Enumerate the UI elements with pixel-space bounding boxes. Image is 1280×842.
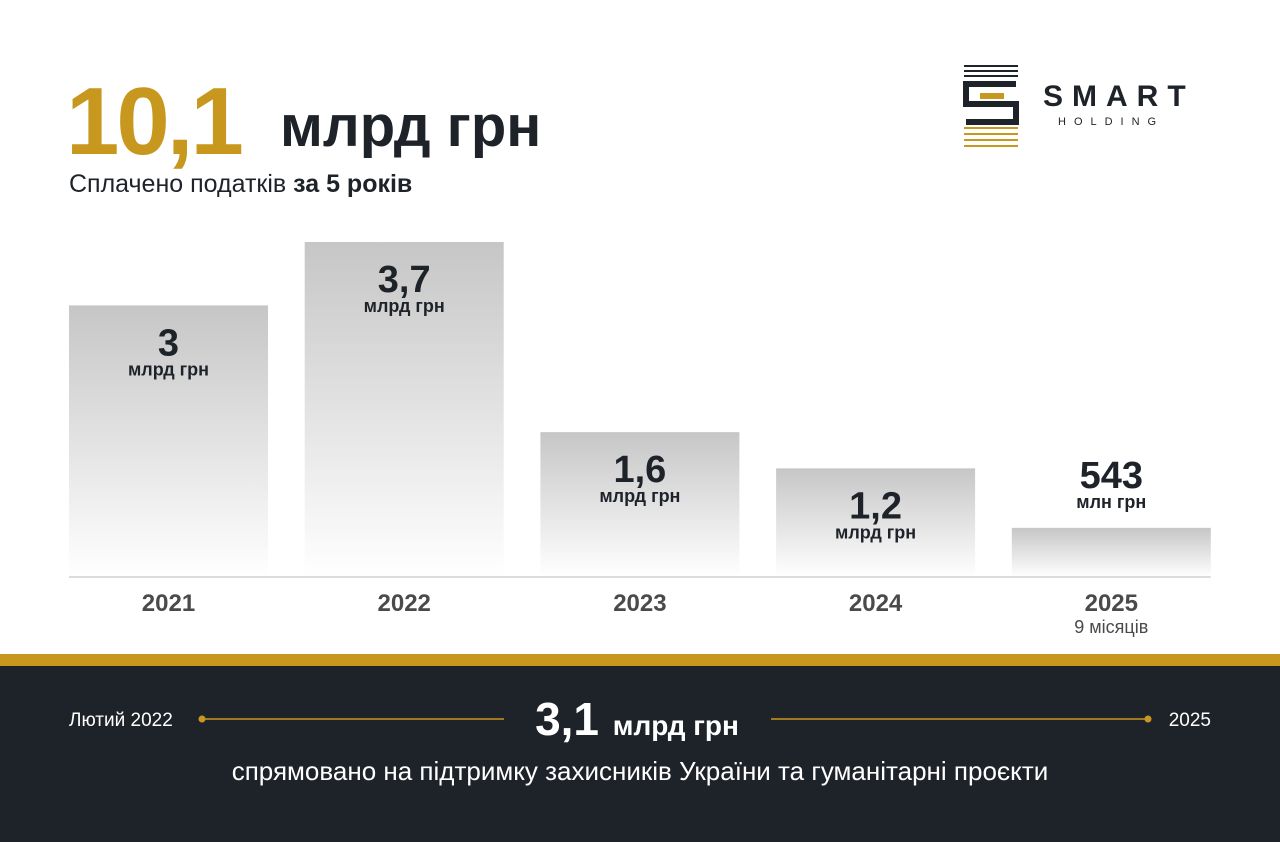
footer-start: Лютий 2022	[69, 710, 173, 731]
value-unit: млрд грн	[599, 486, 680, 506]
logo-icon	[963, 65, 1019, 147]
value-label: 3	[158, 322, 179, 364]
bar	[69, 305, 268, 577]
footer-end: 2025	[1169, 710, 1211, 731]
footer-unit: млрд грн	[613, 710, 739, 741]
bar	[1011, 527, 1211, 577]
x-tick-label: 2023	[613, 590, 666, 617]
gold-band	[0, 654, 1280, 666]
headline-value: 10,1	[66, 68, 241, 175]
x-tick-label: 2022	[378, 590, 431, 617]
value-label: 1,6	[613, 449, 666, 491]
subtitle-text: Сплачено податків	[69, 170, 286, 198]
footer-value: 3,1	[535, 693, 599, 745]
footer-text: спрямовано на підтримку захисників Украї…	[232, 756, 1049, 786]
value-unit: млрд грн	[128, 359, 209, 379]
footer-panel	[0, 666, 1280, 842]
value-unit: млрд грн	[835, 522, 916, 542]
value-label: 1,2	[849, 485, 902, 527]
bar	[304, 242, 504, 577]
value-label: 3,7	[378, 259, 431, 301]
bar	[540, 432, 740, 577]
subtitle-bold: за 5 років	[293, 170, 412, 198]
footer-amount: 3,1 млрд грн	[535, 693, 739, 745]
x-tick-label: 2025	[1085, 590, 1138, 617]
headline-unit: млрд грн	[280, 94, 541, 159]
category-note: 9 місяців	[1074, 617, 1148, 637]
logo-name: SMART	[1043, 80, 1195, 113]
value-unit: млрд грн	[364, 296, 445, 316]
timeline-dot	[198, 715, 206, 723]
subtitle: Сплачено податків за 5 років	[69, 170, 412, 198]
x-tick-label: 2024	[849, 590, 903, 617]
value-unit: млн грн	[1076, 492, 1146, 512]
logo-sub: HOLDING	[1058, 116, 1164, 128]
bar	[776, 468, 976, 577]
value-label: 543	[1080, 455, 1143, 497]
timeline-dot	[1144, 715, 1152, 723]
x-tick-label: 2021	[142, 590, 195, 617]
